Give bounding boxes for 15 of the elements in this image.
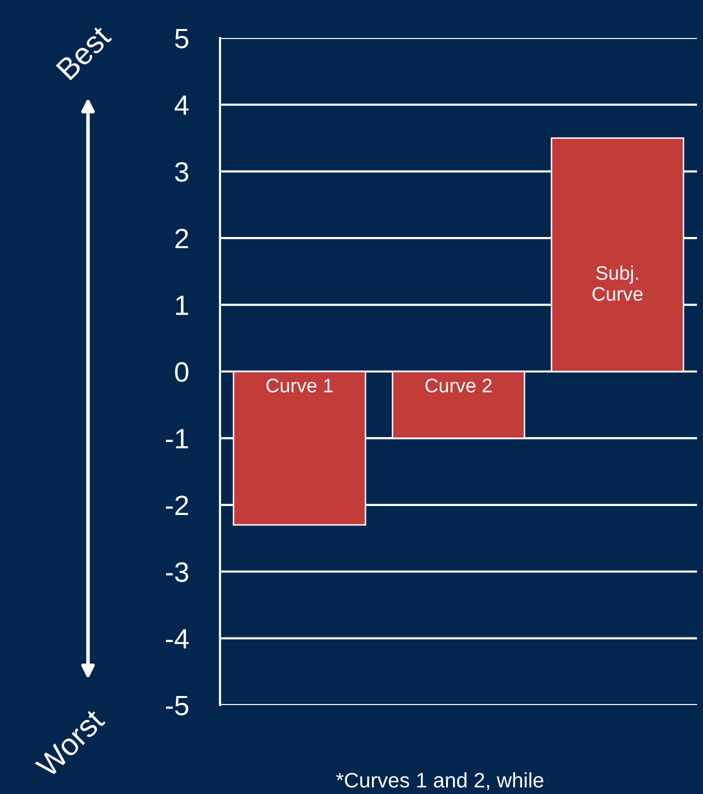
y-tick-label: 3 [175, 162, 188, 182]
y-tick-label: -1 [166, 429, 188, 448]
y-tick-label: 4 [174, 96, 189, 115]
y-tick-label: 2 [175, 228, 188, 248]
text: *Curves 1 and 2, while [336, 772, 544, 790]
y-tick-label: 0 [175, 362, 188, 382]
x-tick-label: Curve 2 [425, 378, 492, 392]
y-tick-label: -4 [166, 629, 189, 648]
y-tick-label: -3 [166, 562, 188, 582]
x-tick-label: Curve 1 [266, 378, 333, 392]
y-tick-label: 1 [176, 296, 188, 315]
y-tick-label: -2 [166, 496, 188, 515]
y-tick-label: 5 [175, 28, 188, 48]
x-tick-label: Subj. Curve [592, 266, 643, 301]
y-tick-label: -5 [166, 696, 188, 716]
